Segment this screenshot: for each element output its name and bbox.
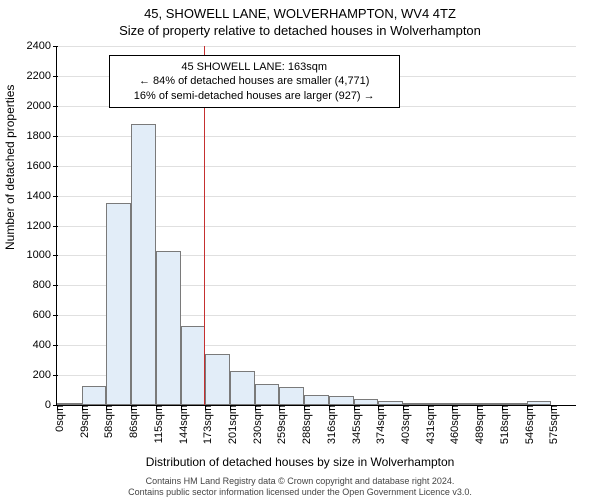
histogram-bar: [279, 387, 304, 405]
x-tick-label: 288sqm: [295, 405, 313, 444]
y-tick-label: 1400: [27, 190, 57, 202]
histogram-bar: [181, 326, 206, 405]
histogram-chart: 0200400600800100012001400160018002000220…: [56, 46, 576, 406]
y-tick-label: 2000: [27, 100, 57, 112]
annotation-line: 45 SHOWELL LANE: 163sqm: [116, 60, 393, 74]
footer-line-2: Contains public sector information licen…: [0, 487, 600, 498]
y-tick-label: 400: [33, 339, 57, 351]
y-tick-label: 800: [33, 279, 57, 291]
attribution-footer: Contains HM Land Registry data © Crown c…: [0, 476, 600, 498]
x-tick-label: 0sqm: [48, 405, 66, 432]
x-tick-label: 58sqm: [97, 405, 115, 438]
title-main: 45, SHOWELL LANE, WOLVERHAMPTON, WV4 4TZ: [0, 6, 600, 21]
x-tick-label: 431sqm: [419, 405, 437, 444]
x-tick-label: 546sqm: [518, 405, 536, 444]
x-tick-label: 316sqm: [320, 405, 338, 444]
histogram-bar: [230, 371, 255, 405]
gridline-h: [57, 46, 576, 47]
x-tick-label: 115sqm: [147, 405, 165, 443]
annotation-line: 16% of semi-detached houses are larger (…: [116, 89, 393, 103]
y-tick-label: 2400: [27, 40, 57, 52]
y-tick-label: 2200: [27, 70, 57, 82]
histogram-bar: [255, 384, 280, 405]
histogram-bar: [82, 386, 107, 405]
y-axis-label: Number of detached properties: [3, 85, 17, 250]
y-tick-label: 1200: [27, 220, 57, 232]
x-tick-label: 345sqm: [345, 405, 363, 444]
y-tick-label: 1600: [27, 160, 57, 172]
x-tick-label: 230sqm: [246, 405, 264, 444]
x-tick-label: 374sqm: [369, 405, 387, 444]
plot-area: 0200400600800100012001400160018002000220…: [56, 46, 576, 406]
histogram-bar: [205, 354, 230, 405]
chart-title-block: 45, SHOWELL LANE, WOLVERHAMPTON, WV4 4TZ…: [0, 0, 600, 38]
histogram-bar: [304, 395, 329, 405]
histogram-bar: [131, 124, 156, 405]
x-tick-label: 460sqm: [443, 405, 461, 444]
y-tick-label: 200: [33, 369, 57, 381]
histogram-bar: [156, 251, 181, 405]
x-tick-label: 29sqm: [73, 405, 91, 438]
y-tick-label: 1000: [27, 249, 57, 261]
histogram-bar: [329, 396, 354, 405]
title-sub: Size of property relative to detached ho…: [0, 23, 600, 38]
annotation-box: 45 SHOWELL LANE: 163sqm← 84% of detached…: [109, 55, 400, 108]
histogram-bar: [106, 203, 131, 405]
x-tick-label: 201sqm: [221, 405, 239, 444]
x-tick-label: 86sqm: [122, 405, 140, 438]
x-tick-label: 144sqm: [172, 405, 190, 444]
y-tick-label: 1800: [27, 130, 57, 142]
annotation-line: ← 84% of detached houses are smaller (4,…: [116, 74, 393, 88]
x-tick-label: 173sqm: [196, 405, 214, 444]
x-axis-label: Distribution of detached houses by size …: [0, 455, 600, 469]
footer-line-1: Contains HM Land Registry data © Crown c…: [0, 476, 600, 487]
x-tick-label: 489sqm: [468, 405, 486, 444]
x-tick-label: 575sqm: [542, 405, 560, 444]
x-tick-label: 518sqm: [493, 405, 511, 444]
x-tick-label: 259sqm: [270, 405, 288, 444]
y-tick-label: 600: [33, 309, 57, 321]
x-tick-label: 403sqm: [394, 405, 412, 444]
